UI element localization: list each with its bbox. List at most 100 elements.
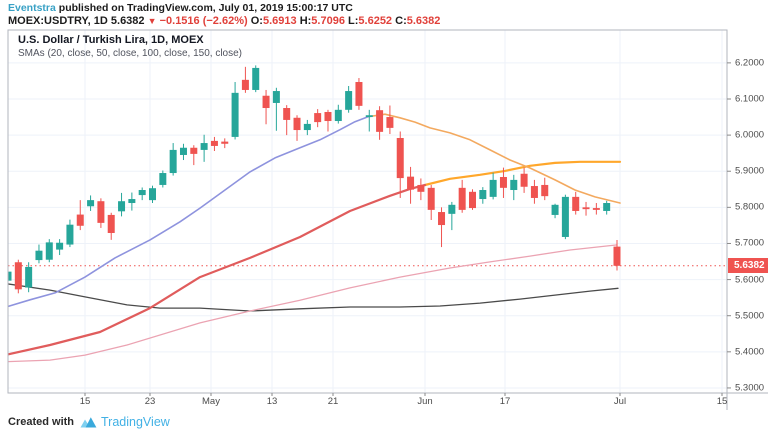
candle-body bbox=[190, 147, 198, 154]
y-axis-label: 6.0000 bbox=[735, 129, 765, 141]
candle-body bbox=[541, 184, 549, 197]
x-axis-label: May bbox=[202, 396, 220, 407]
candle-body bbox=[241, 79, 249, 90]
created-with-label: Created with bbox=[8, 416, 75, 428]
symbol-name: MOEX:USDTRY, 1D bbox=[8, 14, 108, 27]
candle-body bbox=[107, 214, 115, 233]
y-axis-label: 5.3000 bbox=[735, 382, 765, 394]
candle-body bbox=[561, 196, 569, 237]
high-value: 5.7096 bbox=[311, 14, 345, 27]
byline: Eventstra published on TradingView.com, … bbox=[8, 2, 353, 14]
candle-body bbox=[510, 179, 518, 191]
candle-body bbox=[572, 196, 580, 211]
candle-body bbox=[149, 188, 157, 201]
x-axis-label: Jun bbox=[417, 396, 433, 407]
gridlines bbox=[8, 30, 727, 393]
sma-line bbox=[8, 283, 619, 312]
candle-body bbox=[438, 212, 446, 226]
candle-body bbox=[520, 173, 528, 187]
author-link[interactable]: Eventstra bbox=[8, 2, 56, 14]
candle-body bbox=[407, 176, 415, 190]
candle-body bbox=[97, 201, 105, 223]
candle-body bbox=[324, 111, 332, 122]
candle-body bbox=[582, 207, 590, 210]
low-value: 5.6252 bbox=[358, 14, 393, 27]
candle-body bbox=[14, 262, 22, 290]
y-axis-label: 6.2000 bbox=[735, 57, 765, 69]
candle-body bbox=[252, 67, 260, 90]
candle-body bbox=[396, 137, 404, 179]
candle-body bbox=[169, 149, 177, 174]
symbol-status-line: MOEX:USDTRY, 1D 5.6382 ▼ −0.1516 (−2.62%… bbox=[8, 15, 440, 27]
close-value: 5.6382 bbox=[406, 14, 441, 27]
candle-body bbox=[613, 246, 621, 266]
candle-body bbox=[551, 204, 559, 215]
open-label: O: bbox=[250, 14, 263, 27]
chart-frame bbox=[7, 29, 768, 410]
candle-body bbox=[293, 117, 301, 131]
candle-body bbox=[386, 117, 394, 128]
x-axis-label: 15 bbox=[79, 396, 91, 407]
sma-line bbox=[367, 113, 621, 204]
candle-body bbox=[262, 95, 270, 109]
candle-body bbox=[35, 250, 43, 261]
candle-body bbox=[489, 179, 497, 197]
legend-title: U.S. Dollar / Turkish Lira, 1D, MOEX bbox=[18, 34, 204, 46]
candle-body bbox=[603, 203, 611, 211]
sma-line bbox=[423, 160, 622, 187]
candle-body bbox=[427, 187, 435, 210]
candle-body bbox=[272, 91, 280, 103]
y-axis-label: 5.6000 bbox=[735, 274, 765, 286]
candle-body bbox=[458, 187, 466, 210]
candle-body bbox=[128, 199, 136, 204]
y-axis-label: 5.4000 bbox=[735, 346, 765, 358]
candle-body bbox=[159, 173, 167, 185]
legend-indicator: SMAs (20, close, 50, close, 100, close, … bbox=[18, 48, 242, 59]
byline-text: published on TradingView.com, July 01, 2… bbox=[55, 2, 353, 14]
candle-body bbox=[231, 92, 239, 137]
y-axis-label: 5.9000 bbox=[735, 165, 765, 177]
candle-body bbox=[210, 140, 218, 146]
x-axis-label: 21 bbox=[327, 396, 339, 407]
x-axis-label: 23 bbox=[144, 396, 156, 407]
candle-body bbox=[87, 200, 95, 207]
y-axis-label: 5.5000 bbox=[735, 310, 765, 322]
candle-body bbox=[118, 201, 126, 212]
x-axis-label: 17 bbox=[499, 396, 511, 407]
candle-body bbox=[365, 115, 373, 118]
last-price-tag: 5.6382 bbox=[728, 258, 768, 274]
candle-body bbox=[499, 177, 507, 188]
last-price: 5.6382 bbox=[110, 14, 145, 27]
y-axis-label: 5.8000 bbox=[735, 201, 765, 213]
candle-body bbox=[592, 208, 600, 210]
candle-body bbox=[448, 204, 456, 214]
candle-body bbox=[376, 110, 384, 132]
candle-body bbox=[8, 271, 12, 281]
candle-body bbox=[45, 242, 53, 260]
candle-body bbox=[283, 108, 291, 120]
candle-body bbox=[138, 190, 146, 196]
close-label: C: bbox=[395, 14, 407, 27]
candle-body bbox=[314, 113, 322, 123]
sma-line bbox=[8, 244, 618, 363]
candle-body bbox=[200, 143, 208, 150]
candles-layer bbox=[8, 65, 621, 294]
candle-body bbox=[66, 224, 74, 245]
x-axis-label: 13 bbox=[266, 396, 278, 407]
sma-line bbox=[8, 115, 369, 308]
y-axis-label: 6.1000 bbox=[735, 93, 765, 105]
candle-body bbox=[179, 147, 187, 155]
high-label: H: bbox=[299, 14, 312, 27]
tradingview-logo-icon bbox=[80, 416, 97, 427]
candle-body bbox=[25, 266, 33, 288]
open-value: 5.6913 bbox=[262, 14, 297, 27]
price-change: −0.1516 (−2.62%) bbox=[159, 14, 248, 27]
y-axis-label: 5.7000 bbox=[735, 237, 765, 249]
candle-body bbox=[56, 242, 64, 250]
candle-body bbox=[345, 91, 353, 110]
tradingview-brand-link[interactable]: TradingView bbox=[101, 415, 170, 429]
x-axis-label: Jul bbox=[613, 396, 627, 407]
footer-attribution: Created with TradingView bbox=[8, 413, 170, 431]
